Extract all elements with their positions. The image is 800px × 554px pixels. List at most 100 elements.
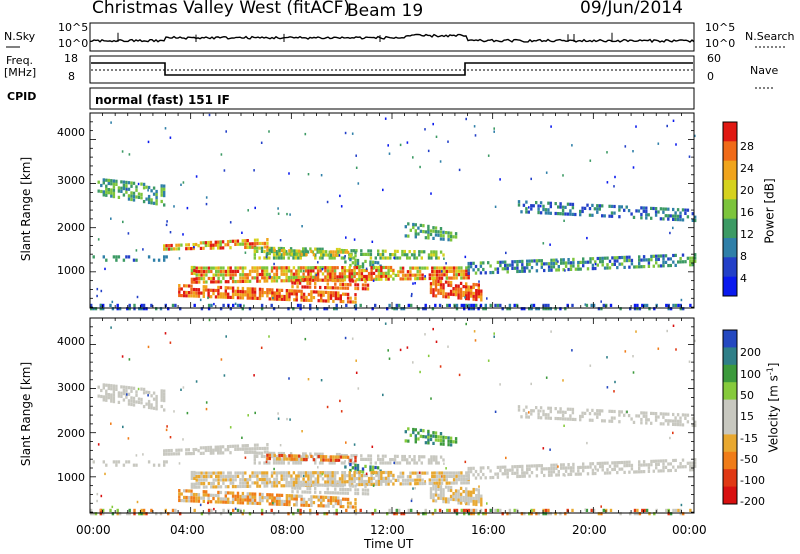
power-cell <box>337 297 340 301</box>
power-cell <box>462 290 465 295</box>
velocity-cell <box>365 482 368 487</box>
power-cell <box>679 211 682 215</box>
power-ytick-1000: 1000 <box>57 264 85 277</box>
velocity-cell <box>324 495 328 499</box>
power-cell <box>256 242 259 246</box>
power-cell <box>346 250 350 254</box>
power-cell <box>449 231 453 235</box>
power-cell <box>591 263 595 267</box>
vel-colorbar-label-main: Velocity [m s <box>766 375 781 453</box>
velocity-cell <box>301 490 304 494</box>
velocity-cell <box>381 458 385 462</box>
velocity-cell <box>457 474 461 478</box>
power-cell <box>135 258 138 262</box>
velocity-cell <box>222 474 225 479</box>
power-cell <box>212 288 215 292</box>
velocity-cell <box>331 491 334 495</box>
power-cell <box>438 269 441 273</box>
power-cell <box>465 288 468 292</box>
velocity-cell <box>559 410 562 414</box>
power-cell <box>630 262 634 266</box>
power-cell <box>322 293 325 297</box>
velocity-cell <box>364 457 368 461</box>
power-cell <box>354 303 358 307</box>
power-cell <box>190 287 193 291</box>
velocity-cell <box>414 437 417 441</box>
power-cell <box>256 249 259 253</box>
power-cell <box>321 256 324 260</box>
velocity-cell <box>549 406 552 410</box>
power-cell <box>444 280 448 284</box>
velocity-cell <box>354 505 357 509</box>
power-cell <box>115 255 118 259</box>
power-cell <box>672 253 675 258</box>
velocity-cell <box>463 512 466 516</box>
power-cell <box>341 266 344 270</box>
power-cell <box>229 246 232 250</box>
velocity-cell <box>331 483 334 488</box>
velocity-cell <box>285 480 288 485</box>
velocity-cell <box>672 419 675 423</box>
power-cell <box>116 303 119 307</box>
power-cell <box>178 284 181 288</box>
velocity-cell <box>327 498 330 502</box>
colorbar-segment <box>723 199 737 220</box>
velocity-cell <box>417 512 420 516</box>
power-cell <box>412 225 415 230</box>
velocity-cell <box>537 416 540 420</box>
velocity-cell <box>421 478 424 482</box>
power-cell <box>674 253 677 257</box>
power-speckle <box>288 172 290 175</box>
power-cell <box>170 247 173 251</box>
velocity-cell <box>516 468 519 472</box>
power-cell <box>566 303 569 307</box>
power-speckle <box>317 261 319 264</box>
power-cell <box>427 227 430 231</box>
power-cell <box>518 259 521 264</box>
velocity-cell <box>193 473 196 478</box>
power-cell <box>277 246 281 251</box>
velocity-cell <box>474 469 478 474</box>
power-cell <box>667 214 670 218</box>
velocity-speckle <box>371 445 374 448</box>
power-cell <box>442 234 445 238</box>
power-cell <box>273 294 276 298</box>
velocity-cell <box>309 474 313 478</box>
power-speckle <box>277 207 279 210</box>
power-cell <box>319 285 322 290</box>
power-cell <box>282 279 286 283</box>
velocity-cell <box>260 451 264 455</box>
power-speckle <box>225 130 227 133</box>
velocity-cell <box>679 462 682 466</box>
velocity-cell <box>152 397 156 401</box>
power-cell <box>429 290 433 295</box>
velocity-cell <box>327 501 330 505</box>
power-cell <box>418 277 422 281</box>
velocity-cell <box>273 481 276 485</box>
power-cell <box>499 264 502 268</box>
power-cell <box>659 207 663 211</box>
velocity-cell <box>571 411 575 415</box>
velocity-speckle <box>474 339 477 342</box>
power-cell <box>513 303 516 307</box>
velocity-cell <box>613 467 616 471</box>
velocity-cell <box>117 391 121 395</box>
velocity-cell <box>557 470 560 474</box>
power-cell <box>120 180 123 184</box>
power-cell <box>198 266 201 270</box>
power-ytick-2000: 2000 <box>57 221 85 234</box>
power-cell <box>582 257 585 261</box>
velocity-cell <box>422 512 425 516</box>
velocity-cell <box>588 418 592 422</box>
power-cell <box>285 272 288 276</box>
velocity-cell <box>342 497 345 501</box>
power-cell <box>263 245 267 249</box>
velocity-cell <box>299 483 303 488</box>
velocity-cell <box>401 454 404 459</box>
velocity-cell <box>350 474 354 478</box>
velocity-cell <box>397 475 400 479</box>
power-cell <box>328 256 331 260</box>
power-speckle <box>340 205 343 208</box>
power-cell <box>183 284 186 288</box>
velocity-cell <box>672 508 675 512</box>
